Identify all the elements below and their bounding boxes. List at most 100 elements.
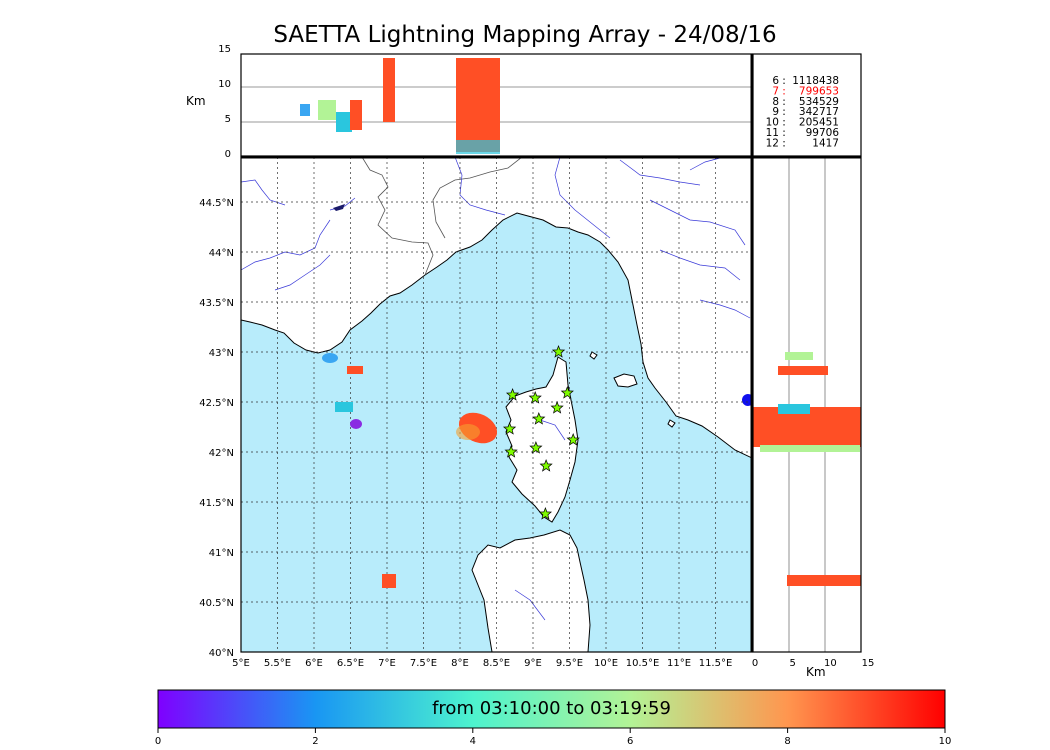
lon-tick-label: 9°E bbox=[524, 658, 542, 669]
side-cluster-top-cyan bbox=[778, 404, 810, 414]
observer-marker bbox=[742, 394, 752, 406]
legend-separator: : bbox=[782, 85, 786, 97]
lat-tick-label: 43.5°N bbox=[199, 298, 234, 309]
elba-island bbox=[613, 373, 638, 388]
mainland bbox=[241, 157, 752, 459]
colorbar-tick-label: 10 bbox=[939, 736, 952, 747]
station-star-icon bbox=[551, 345, 566, 358]
station-star-icon bbox=[532, 412, 546, 425]
cluster-ligurian-north bbox=[347, 366, 363, 374]
station-star-icon bbox=[550, 401, 564, 414]
legend-separator: : bbox=[782, 137, 786, 149]
alt-cluster-main bbox=[456, 58, 500, 152]
lon-tick-label: 11.5°E bbox=[699, 658, 733, 669]
lake bbox=[333, 204, 345, 211]
map-gridlines bbox=[241, 157, 752, 652]
legend-separator: : bbox=[782, 117, 786, 129]
legend-value: 1118438 bbox=[792, 75, 839, 87]
lon-tick-label: 7°E bbox=[378, 658, 396, 669]
lon-tick-label: 11°E bbox=[667, 658, 691, 669]
lat-tick-label: 42°N bbox=[209, 448, 234, 459]
cluster-coast-west bbox=[322, 353, 338, 363]
lat-tick-label: 41.5°N bbox=[199, 498, 234, 509]
legend-key: 11 bbox=[766, 127, 779, 139]
cluster-ligurian-mid bbox=[335, 402, 353, 412]
map-panel bbox=[241, 157, 752, 652]
station-star-icon bbox=[504, 445, 518, 458]
legend-key: 10 bbox=[766, 117, 779, 129]
legend-separator: : bbox=[782, 75, 786, 87]
station-markers bbox=[502, 345, 580, 520]
lon-tick-label: 6°E bbox=[305, 658, 323, 669]
station-star-icon bbox=[566, 433, 580, 446]
side-cluster-main-edge bbox=[760, 445, 860, 452]
chart-title: SAETTA Lightning Mapping Array - 24/08/1… bbox=[273, 22, 777, 48]
station-star-icon bbox=[502, 422, 517, 435]
lon-tick-label: 9.5°E bbox=[556, 658, 583, 669]
lon-tick-label: 8.5°E bbox=[483, 658, 510, 669]
legend-key: 8 bbox=[772, 96, 779, 108]
station-star-icon bbox=[538, 507, 553, 520]
legend: 6:11184387:7996538:5345299:34271710:2054… bbox=[766, 75, 840, 149]
side-tick-label: 15 bbox=[862, 658, 875, 669]
lat-tick-label: 42.5°N bbox=[199, 398, 234, 409]
lon-tick-label: 8°E bbox=[451, 658, 469, 669]
side-cluster-north-green bbox=[785, 352, 813, 360]
lat-tick-label: 44°N bbox=[209, 248, 234, 259]
legend-frame bbox=[752, 53, 862, 157]
station-star-icon bbox=[539, 459, 553, 472]
station-star-icon bbox=[528, 391, 542, 404]
capraia-island bbox=[589, 351, 598, 360]
alt-cluster-main-base bbox=[456, 140, 500, 154]
legend-separator: : bbox=[782, 127, 786, 139]
lon-tick-label: 10°E bbox=[594, 658, 618, 669]
lat-tick-label: 44.5°N bbox=[199, 198, 234, 209]
altitude-tick-label: 0 bbox=[225, 149, 231, 160]
map-lightning-clusters bbox=[322, 353, 498, 588]
lon-tick-label: 5°E bbox=[232, 658, 250, 669]
corsica bbox=[505, 356, 579, 523]
lon-tick-label: 10.5°E bbox=[626, 658, 660, 669]
lat-tick-label: 41°N bbox=[209, 548, 234, 559]
legend-value: 799653 bbox=[799, 85, 839, 97]
axis-labels: 5°E 5.5°E 6°E 6.5°E 7°E 7.5°E 8°E 8.5°E 9°E 9.5°E… bbox=[199, 44, 874, 669]
colorbar-tick-label: 6 bbox=[627, 736, 633, 747]
altitude-tick-label: 15 bbox=[218, 44, 231, 55]
colorbar-tick-label: 4 bbox=[470, 736, 476, 747]
sardinia bbox=[471, 529, 591, 652]
legend-value: 534529 bbox=[799, 96, 839, 108]
alt-cluster-tower bbox=[383, 58, 395, 122]
side-cluster-north bbox=[778, 366, 828, 375]
legend-value: 205451 bbox=[799, 117, 839, 129]
colorbar-tick-label: 0 bbox=[155, 736, 161, 747]
lon-tick-label: 7.5°E bbox=[410, 658, 437, 669]
cluster-ligurian-south bbox=[350, 419, 362, 429]
colorbar-tick-label: 2 bbox=[312, 736, 318, 747]
legend-value: 1417 bbox=[812, 137, 839, 149]
lat-tick-label: 43°N bbox=[209, 348, 234, 359]
side-tick-label: 10 bbox=[824, 658, 837, 669]
lon-tick-label: 6.5°E bbox=[337, 658, 364, 669]
alt-cluster-low-red bbox=[350, 100, 362, 130]
legend-separator: : bbox=[782, 106, 786, 118]
station-star-icon bbox=[529, 441, 543, 454]
lon-tick-label: 5.5°E bbox=[264, 658, 291, 669]
legend-separator: : bbox=[782, 96, 786, 108]
legend-value: 342717 bbox=[799, 106, 839, 118]
altitude-tick-label: 10 bbox=[218, 79, 231, 90]
side-tick-label: 5 bbox=[789, 658, 795, 669]
colorbar-ticks: 0 2 4 6 8 10 bbox=[155, 728, 952, 747]
colorbar-tick-label: 8 bbox=[784, 736, 790, 747]
legend-key: 9 bbox=[772, 106, 779, 118]
side-xlabel: Km bbox=[806, 665, 826, 679]
lat-tick-label: 40°N bbox=[209, 648, 234, 659]
country-borders bbox=[361, 157, 523, 276]
side-panel bbox=[753, 157, 861, 652]
cluster-corsica-west-edge bbox=[456, 424, 480, 440]
legend-value: 99706 bbox=[806, 127, 840, 139]
station-star-icon bbox=[505, 388, 520, 401]
alt-cluster-small bbox=[300, 104, 310, 116]
legend-key: 7 bbox=[772, 85, 779, 97]
legend-key: 12 bbox=[766, 137, 779, 149]
